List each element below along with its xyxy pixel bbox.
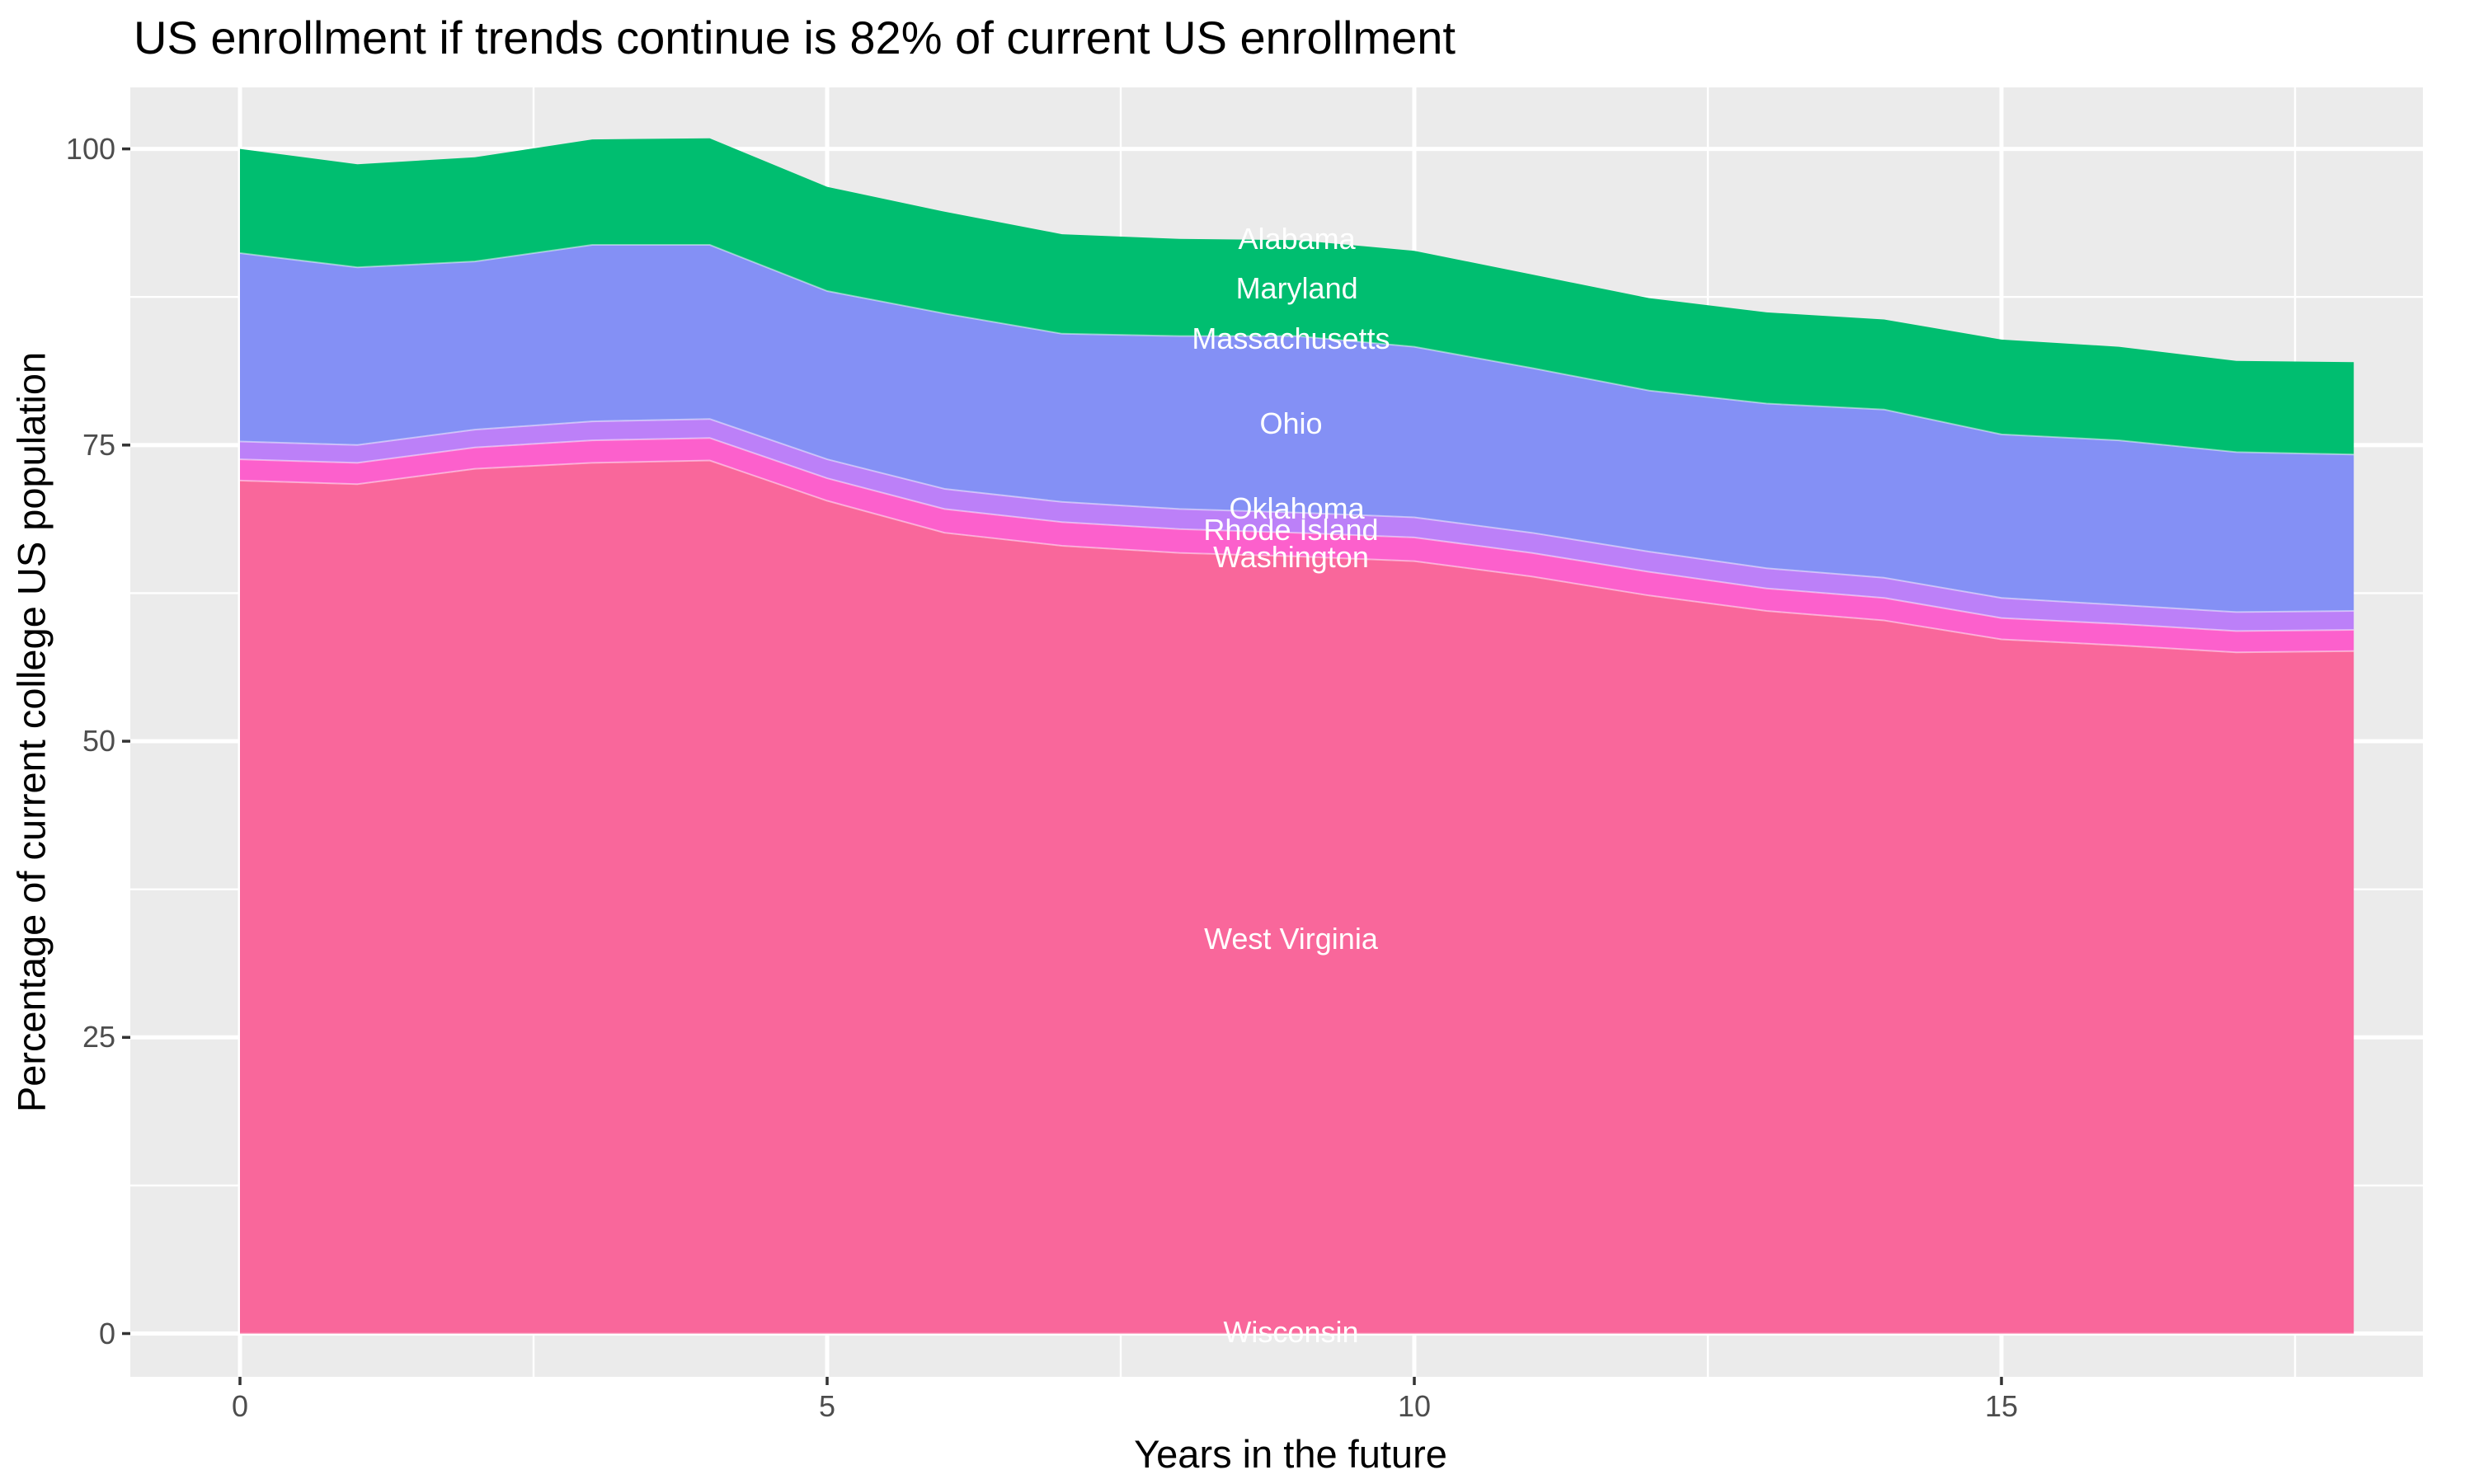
x-tick-label-0: 0 <box>231 1389 249 1423</box>
area-band-ohio <box>240 245 2354 613</box>
area-label-alabama: Alabama <box>1238 221 1356 256</box>
area-label-wisconsin: Wisconsin <box>1223 1315 1359 1350</box>
area-band-washington <box>240 438 2354 653</box>
band-boundary-seam <box>239 418 2354 613</box>
y-tick-label-75: 75 <box>82 427 115 462</box>
area-band-rhode-island <box>240 419 2354 632</box>
x-axis-title: Years in the future <box>1134 1432 1447 1476</box>
area-label-maryland: Maryland <box>1235 271 1358 306</box>
area-band-west-virginia <box>240 460 2354 1333</box>
x-tick-label-15: 15 <box>1984 1389 2019 1423</box>
area-label-washington: Washington <box>1213 540 1369 575</box>
x-tick-label-10: 10 <box>1397 1389 1432 1423</box>
x-tick-label-5: 5 <box>818 1389 836 1423</box>
area-label-ohio: Ohio <box>1259 406 1323 440</box>
band-boundary-seam <box>239 459 2354 654</box>
band-boundary-seam <box>239 437 2354 632</box>
y-tick-label-25: 25 <box>82 1020 115 1054</box>
area-label-west-virginia: West Virginia <box>1204 922 1378 956</box>
area-band-wisconsin <box>240 1332 2354 1334</box>
area-label-rhode-island: Rhode Island <box>1203 513 1379 547</box>
area-label-oklahoma: Oklahoma <box>1229 491 1365 526</box>
plot-title: US enrollment if trends continue is 82% … <box>134 12 1456 63</box>
y-tick-label-0: 0 <box>98 1316 115 1350</box>
area-label-massachusetts: Massachusetts <box>1192 321 1390 355</box>
area-band-maryland <box>240 138 2354 455</box>
y-tick-label-100: 100 <box>65 131 115 166</box>
band-boundary-seam <box>239 244 2354 456</box>
y-tick-label-50: 50 <box>82 724 115 758</box>
